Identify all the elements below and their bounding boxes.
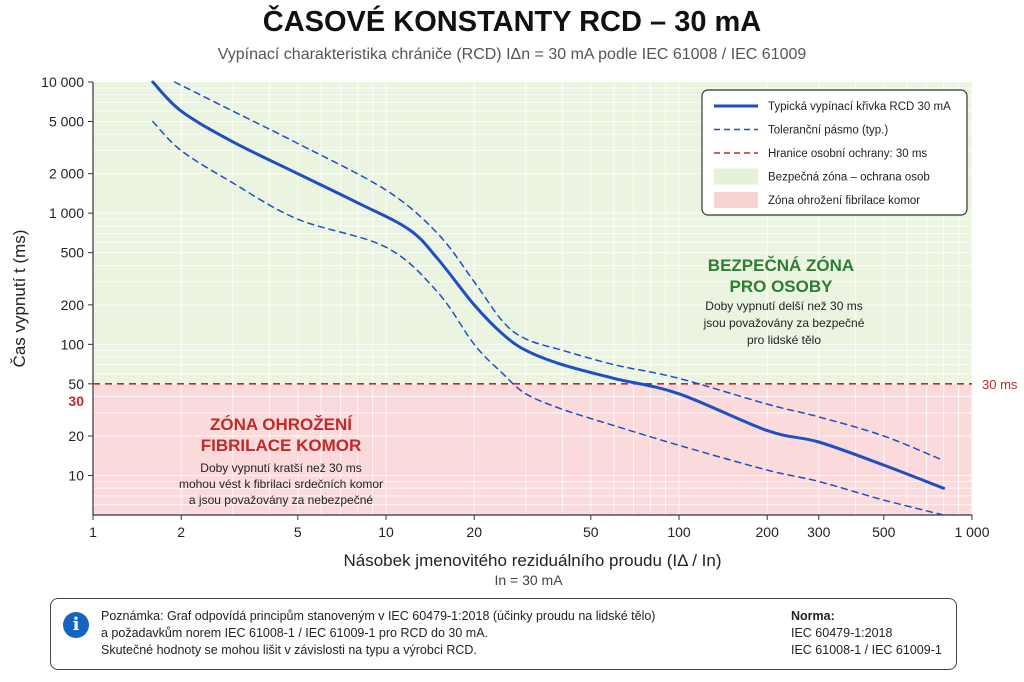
x-tick-label: 5 xyxy=(294,524,302,540)
tolerance-lower-curve xyxy=(152,120,945,516)
y-tick-label: 10 000 xyxy=(41,74,84,90)
y-tick-label: 5 000 xyxy=(49,113,84,129)
safe-zone-text: jsou považovány za bezpečné xyxy=(703,316,865,330)
safe-zone-title: BEZPEČNÁ ZÓNA xyxy=(708,256,854,275)
note-text: Poznámka: Graf odpovídá principům stanov… xyxy=(101,608,655,659)
x-tick-label: 200 xyxy=(756,524,780,540)
norm-line: IEC 61008-1 / IEC 61009-1 xyxy=(791,643,942,657)
tolerance-upper-curve xyxy=(173,81,945,462)
legend-label: Bezpečná zóna – ochrana osob xyxy=(768,172,930,184)
legend-label: Hranice osobní ochrany: 30 ms xyxy=(768,148,927,160)
x-axis-label: Násobek jmenovitého reziduálního proudu … xyxy=(343,551,721,570)
x-tick-label: 1 xyxy=(89,524,97,540)
safe-zone-text: pro lidské tělo xyxy=(747,333,821,347)
note-line: Skutečné hodnoty se mohou lišit v závisl… xyxy=(101,643,477,657)
x-tick-label: 2 xyxy=(177,524,185,540)
danger-zone-title: ZÓNA OHROŽENÍ xyxy=(210,415,353,434)
y-tick-label: 50 xyxy=(68,376,84,392)
legend-box xyxy=(701,89,968,216)
x-tick-label: 500 xyxy=(872,524,896,540)
x-tick-label: 100 xyxy=(667,524,691,540)
x-tick-label: 50 xyxy=(583,524,599,540)
info-icon: i xyxy=(63,612,89,638)
legend-label: Typická vypínací křivka RCD 30 mA xyxy=(768,101,951,113)
note-line: Poznámka: Graf odpovídá principům stanov… xyxy=(101,609,656,623)
safe-zone-text: Doby vypnutí delší než 30 ms xyxy=(705,299,862,313)
x-tick-label: 20 xyxy=(466,524,482,540)
x-tick-label: 300 xyxy=(807,524,831,540)
norm-block: Norma: IEC 60479-1:2018 IEC 61008-1 / IE… xyxy=(791,608,942,659)
chart-title: ČASOVÉ KONSTANTY RCD – 30 mA xyxy=(262,6,762,38)
danger-zone-text: a jsou považovány za nebezpečné xyxy=(189,493,373,507)
y-tick-label: 20 xyxy=(68,428,84,444)
legend-swatch xyxy=(714,192,758,208)
note-line: a požadavkům norem IEC 61008-1 / IEC 610… xyxy=(101,626,489,640)
y-tick-label: 10 xyxy=(68,468,84,484)
norm-line: IEC 60479-1:2018 xyxy=(791,626,893,640)
x-tick-label: 10 xyxy=(378,524,394,540)
danger-zone-text: Doby vypnutí kratší než 30 ms xyxy=(200,461,361,475)
x-tick-label: 1 000 xyxy=(954,524,989,540)
chart-subtitle: Vypínací charakteristika chrániče (RCD) … xyxy=(217,46,807,63)
y-tick-label-30: 30 xyxy=(68,393,84,409)
threshold-label: 30 ms xyxy=(982,377,1018,392)
x-axis-sublabel: In = 30 mA xyxy=(494,572,563,588)
legend-swatch xyxy=(714,168,758,185)
legend-label: Toleranční pásmo (typ.) xyxy=(768,125,888,137)
y-tick-label: 1 000 xyxy=(49,205,84,221)
y-axis-label: Čas vypnutí t (ms) xyxy=(10,230,29,368)
typical-trip-curve xyxy=(151,80,946,490)
danger-zone-text: mohou vést k fibrilaci srdečních komor xyxy=(179,477,383,491)
trip-characteristic-chart: 1 2 5 10 20 50 100 200 300 500 1 000 10 000 5 000 2 0… xyxy=(10,74,1018,588)
safe-zone-title: PRO OSOBY xyxy=(730,277,834,296)
note-box: i Poznámka: Graf odpovídá principům stan… xyxy=(50,598,957,670)
y-tick-label: 2 000 xyxy=(49,166,84,182)
danger-zone-title: FIBRILACE KOMOR xyxy=(201,436,362,455)
y-tick-label: 200 xyxy=(61,297,85,313)
legend-label: Zóna ohrožení fibrilace komor xyxy=(768,195,920,207)
norm-title: Norma: xyxy=(791,609,835,623)
y-tick-label: 500 xyxy=(61,245,85,261)
danger-zone-area xyxy=(93,383,972,515)
y-tick-label: 100 xyxy=(61,336,85,352)
